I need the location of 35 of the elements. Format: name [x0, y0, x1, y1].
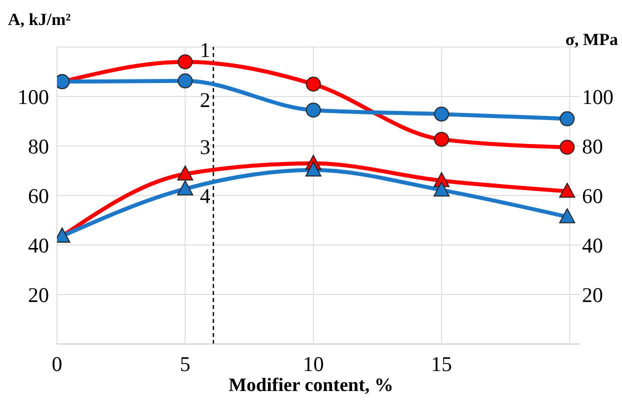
point — [178, 54, 193, 70]
point — [177, 180, 194, 196]
point — [434, 132, 450, 147]
y2-tick-label: 20 — [582, 282, 603, 307]
y2-tick-label: 40 — [582, 233, 603, 258]
series-label: 2 — [200, 88, 210, 112]
y2-tick-label: 80 — [582, 134, 603, 158]
series-label: 4 — [200, 184, 211, 208]
y2-axis-title: σ, MPa — [565, 30, 618, 50]
point — [559, 182, 576, 198]
y-tick-label: 40 — [28, 233, 49, 258]
point — [559, 208, 576, 224]
point — [560, 111, 575, 126]
point — [177, 165, 194, 180]
series-label: 3 — [200, 134, 210, 159]
x-tick-label: 0 — [52, 352, 62, 376]
point — [306, 76, 321, 92]
y-tick-label: 60 — [28, 184, 49, 208]
point — [178, 73, 193, 88]
point — [560, 140, 575, 155]
x-tick-label: 15 — [431, 352, 452, 376]
y2-tick-label: 100 — [582, 84, 614, 109]
y-tick-label: 80 — [28, 134, 49, 158]
x-tick-label: 10 — [302, 352, 324, 376]
y-axis-title: A, kJ/m² — [8, 10, 71, 30]
y2-tick-label: 60 — [582, 184, 603, 208]
y-tick-label: 100 — [18, 84, 49, 109]
x-axis-title: Modifier content, % — [228, 374, 394, 398]
point — [305, 162, 322, 177]
series-label: 1 — [200, 38, 210, 62]
y-tick-label: 20 — [28, 282, 49, 307]
point — [434, 106, 450, 122]
x-tick-label: 5 — [180, 352, 190, 376]
point — [306, 102, 321, 118]
point — [434, 182, 450, 197]
